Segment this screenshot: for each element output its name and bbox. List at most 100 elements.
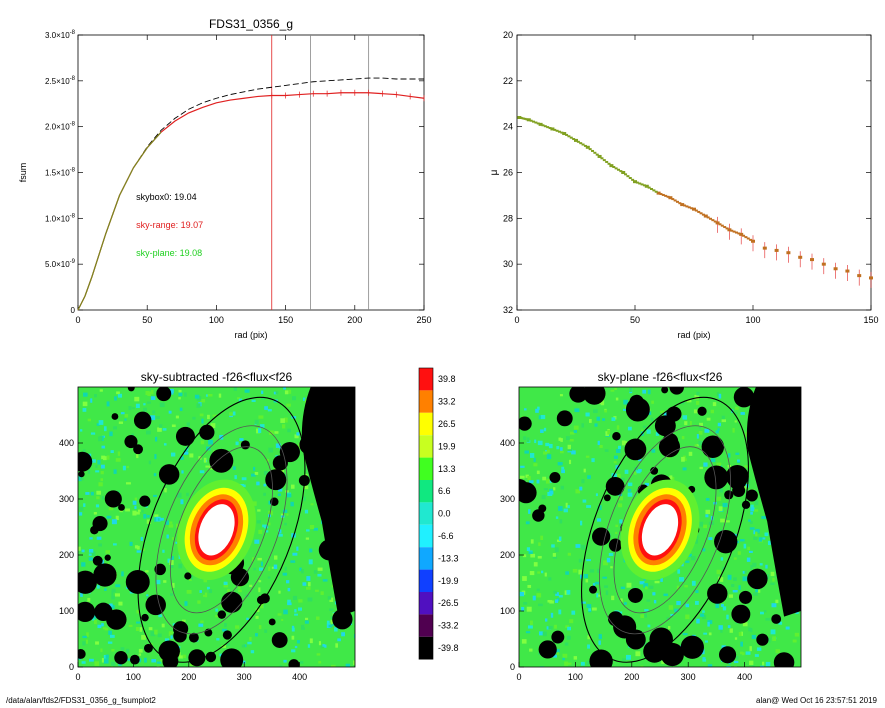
image1-speckle — [207, 414, 210, 420]
plot2-point — [624, 173, 628, 176]
image1-speckle — [92, 614, 97, 619]
image1-speckle — [110, 450, 114, 454]
image2-mask — [771, 614, 782, 624]
image1-speckle — [81, 549, 85, 553]
image2-speckle — [729, 628, 733, 633]
image1-speckle — [142, 548, 145, 551]
image2-speckle — [707, 621, 710, 627]
image2-speckle — [567, 505, 570, 509]
image1-speckle — [267, 409, 272, 412]
image2-speckle — [718, 506, 723, 512]
image2-speckle — [722, 566, 725, 572]
image2-speckle — [605, 431, 609, 437]
image1-speckle — [136, 609, 140, 614]
image2-speckle — [767, 540, 771, 546]
image2-speckle — [597, 568, 600, 573]
image2-speckle — [686, 399, 692, 403]
image1-speckle — [154, 514, 159, 519]
image1-speckle — [304, 620, 309, 624]
image1-speckle — [124, 414, 129, 418]
image1-speckle — [218, 393, 222, 398]
plot2-point — [538, 122, 543, 126]
image1-speckle — [98, 436, 103, 442]
image1-speckle — [111, 595, 115, 600]
image2-ytick-label: 400 — [500, 438, 515, 448]
plot2-point — [857, 274, 862, 278]
image1-mask — [154, 563, 166, 576]
plot1-xtick-label: 50 — [142, 315, 152, 325]
image2-speckle — [526, 606, 532, 612]
plot1-xtick-label: 200 — [347, 315, 362, 325]
image2-speckle — [608, 552, 614, 556]
image1-speckle — [278, 590, 281, 594]
image1-speckle — [258, 415, 264, 419]
image2-speckle — [610, 566, 613, 569]
image1-speckle — [296, 432, 300, 436]
image2-speckle — [613, 455, 619, 459]
image2-speckle — [522, 554, 527, 558]
plot2-point — [521, 117, 525, 120]
image1-speckle — [185, 446, 189, 452]
image2-speckle — [532, 595, 536, 601]
image1-speckle — [81, 562, 86, 567]
image2-speckle — [660, 410, 665, 413]
image2-mask — [549, 472, 561, 484]
plot1-annotation: sky-range: 19.07 — [136, 220, 203, 230]
image1-speckle — [145, 570, 149, 573]
image1-speckle — [103, 654, 108, 659]
image1-speckle — [87, 418, 92, 422]
image2-speckle — [726, 614, 729, 620]
image2-mask — [603, 494, 611, 502]
image2-speckle — [573, 425, 579, 430]
image1-speckle — [136, 621, 141, 624]
image2-speckle — [604, 449, 609, 452]
image1-speckle — [305, 586, 311, 590]
image1-speckle — [301, 624, 305, 630]
image1-speckle — [298, 599, 303, 603]
image2-speckle — [742, 576, 748, 582]
image2-speckle — [529, 648, 533, 652]
image1-speckle — [253, 567, 256, 571]
image1-speckle — [93, 511, 97, 515]
image2-mask — [608, 538, 623, 552]
image2-speckle — [550, 612, 554, 618]
plot2-point — [597, 154, 602, 158]
image1-speckle — [283, 609, 288, 615]
image2-speckle — [734, 637, 738, 640]
image2-speckle — [703, 462, 708, 467]
image2-speckle — [530, 553, 536, 558]
image1-speckle — [85, 492, 90, 495]
image1-speckle — [275, 443, 281, 448]
image1-speckle — [234, 475, 237, 480]
plot1-xtick-label: 100 — [209, 315, 224, 325]
image1-speckle — [120, 647, 125, 651]
image2-speckle — [621, 440, 626, 446]
image1-mask — [129, 654, 140, 665]
image1-speckle — [155, 579, 161, 585]
image2-speckle — [581, 601, 586, 604]
plot2-point — [638, 182, 642, 185]
image1-speckle — [146, 594, 149, 597]
plot2-point — [821, 262, 826, 266]
image2-xtick-label: 100 — [568, 672, 583, 682]
image1-speckle — [170, 635, 173, 639]
image2-speckle — [560, 485, 564, 490]
image2-mask — [704, 465, 729, 490]
image2-speckle — [589, 419, 592, 423]
image2-speckle — [540, 429, 544, 433]
image2-speckle — [710, 515, 714, 521]
plot2-point — [532, 120, 536, 123]
plot2-point — [605, 160, 609, 163]
plot1-ylabel: fsum — [18, 163, 28, 183]
image2-speckle — [598, 634, 602, 640]
image2-speckle — [750, 564, 753, 570]
image1-speckle — [212, 414, 218, 417]
image2-speckle — [737, 551, 741, 555]
image2-speckle — [587, 644, 591, 649]
plot2-point — [709, 217, 713, 220]
plot2-point — [652, 189, 656, 192]
image1-speckle — [207, 393, 213, 397]
image1-speckle — [274, 431, 279, 434]
image1-mask — [220, 648, 244, 667]
image1-speckle — [258, 625, 262, 630]
